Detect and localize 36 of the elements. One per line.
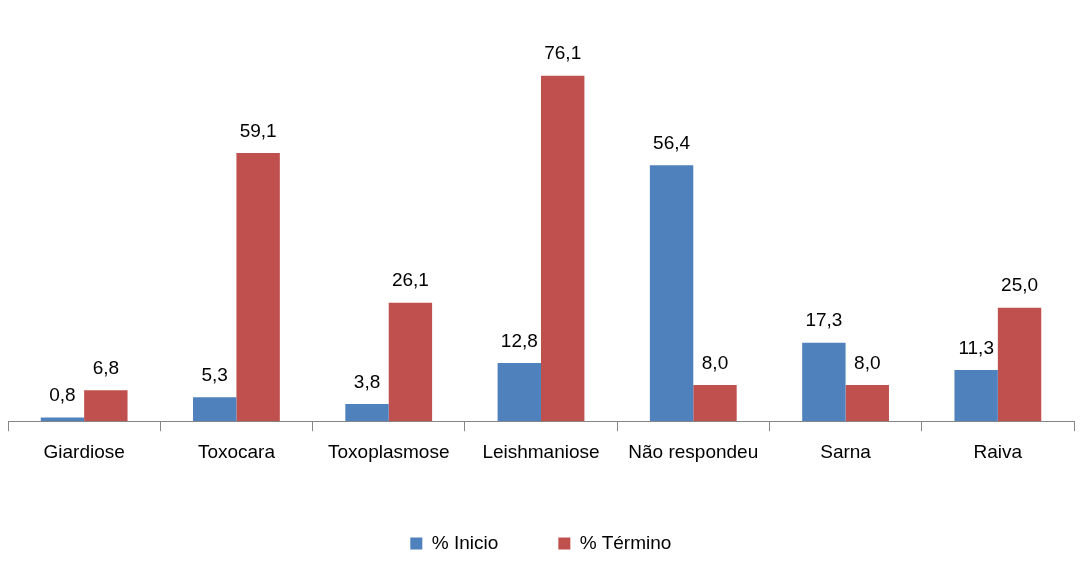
data-label: 6,8 bbox=[92, 357, 120, 379]
data-label: 59,1 bbox=[239, 119, 277, 141]
bar bbox=[845, 384, 889, 422]
bar bbox=[649, 165, 694, 422]
x-tick-label: Não respondeu bbox=[628, 440, 759, 462]
bar bbox=[84, 390, 128, 422]
bar bbox=[497, 363, 541, 422]
legend-label: % Inicio bbox=[431, 531, 499, 553]
data-label: 76,1 bbox=[544, 42, 582, 64]
bar bbox=[388, 302, 433, 422]
data-label: 26,1 bbox=[391, 269, 429, 291]
bar bbox=[193, 397, 237, 422]
legend-label: % Término bbox=[579, 531, 672, 553]
bar bbox=[236, 152, 280, 422]
x-tick-label: Giardiose bbox=[43, 440, 125, 462]
data-label: 56,4 bbox=[653, 131, 691, 153]
data-label: 5,3 bbox=[201, 363, 228, 385]
data-label: 0,8 bbox=[49, 384, 76, 406]
bar bbox=[954, 369, 998, 422]
bar bbox=[802, 342, 846, 422]
x-tick-label: Toxocara bbox=[197, 440, 276, 462]
bar bbox=[997, 307, 1042, 422]
data-label: 8,0 bbox=[854, 351, 881, 373]
data-label: 3,8 bbox=[353, 370, 381, 392]
bar bbox=[345, 403, 389, 422]
data-label: 8,0 bbox=[701, 351, 729, 373]
data-label: 17,3 bbox=[805, 309, 843, 331]
data-label: 11,3 bbox=[958, 336, 994, 358]
data-label: 25,0 bbox=[1001, 274, 1039, 296]
x-tick-label: Leishmaniose bbox=[482, 440, 600, 462]
x-tick-label: Toxoplasmose bbox=[327, 440, 450, 462]
x-tick-label: Raiva bbox=[973, 440, 1023, 462]
bar bbox=[541, 75, 585, 422]
x-tick-label: Sarna bbox=[820, 440, 872, 462]
data-label: 12,8 bbox=[500, 329, 538, 351]
bar bbox=[693, 384, 737, 422]
